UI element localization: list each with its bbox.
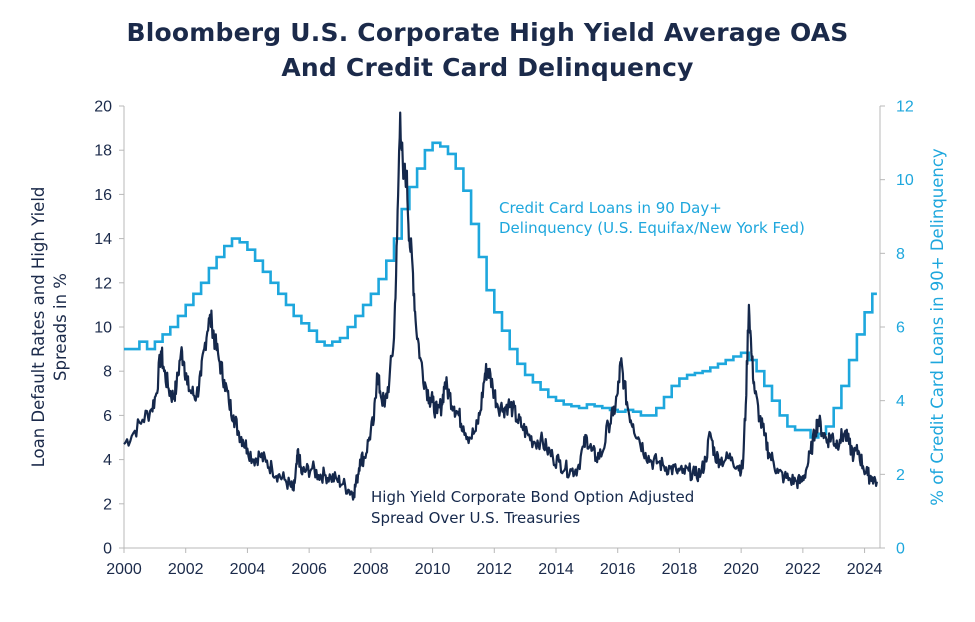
x-tick-label: 2000 bbox=[106, 561, 142, 578]
labels-layer: Loan Default Rates and High Yield Spread… bbox=[29, 148, 947, 527]
credit-card-delinquency-line bbox=[124, 141, 877, 439]
right-y-tick-label: 10 bbox=[896, 172, 914, 189]
left-y-tick-label: 18 bbox=[94, 143, 112, 160]
x-tick-label: 2024 bbox=[847, 561, 883, 578]
left-y-tick-label: 10 bbox=[94, 320, 112, 337]
left-y-tick-label: 20 bbox=[94, 99, 112, 116]
x-tick-label: 2002 bbox=[168, 561, 204, 578]
chart-title-line-1: Bloomberg U.S. Corporate High Yield Aver… bbox=[126, 18, 849, 47]
right-y-tick-label: 2 bbox=[896, 467, 905, 484]
x-tick-label: 2018 bbox=[662, 561, 698, 578]
hy-series-annotation-line-2: Spread Over U.S. Treasuries bbox=[371, 509, 580, 527]
cc-series-annotation-line-2: Delinquency (U.S. Equifax/New York Fed) bbox=[499, 219, 805, 237]
left-y-tick-label: 12 bbox=[94, 275, 112, 292]
x-tick-label: 2014 bbox=[538, 561, 574, 578]
series-layer bbox=[123, 111, 878, 501]
right-y-tick-label: 12 bbox=[896, 99, 914, 116]
x-tick-label: 2016 bbox=[600, 561, 636, 578]
x-tick-label: 2012 bbox=[476, 561, 512, 578]
right-y-tick-label: 0 bbox=[896, 541, 905, 558]
left-y-tick-label: 8 bbox=[103, 364, 112, 381]
left-y-tick-label: 16 bbox=[94, 187, 112, 204]
left-y-tick-label: 2 bbox=[103, 496, 112, 513]
x-tick-label: 2008 bbox=[353, 561, 389, 578]
left-y-tick-label: 4 bbox=[103, 452, 112, 469]
right-y-tick-label: 6 bbox=[896, 320, 905, 337]
x-tick-label: 2006 bbox=[291, 561, 327, 578]
x-tick-label: 2010 bbox=[415, 561, 451, 578]
high-yield-oas-line bbox=[123, 111, 878, 501]
axes: 2000 2002 2004 2006 2008 2010 2012 2014 2016 2018… bbox=[94, 99, 914, 579]
left-y-tick-label: 0 bbox=[103, 541, 112, 558]
x-tick-label: 2022 bbox=[785, 561, 821, 578]
hy-series-annotation-line-1: High Yield Corporate Bond Option Adjuste… bbox=[371, 488, 694, 506]
right-y-tick-label: 8 bbox=[896, 246, 905, 263]
left-y-tick-label: 6 bbox=[103, 408, 112, 425]
left-axis-label-line-2: Spreads in % bbox=[51, 273, 70, 381]
x-tick-label: 2004 bbox=[230, 561, 266, 578]
cc-series-annotation-line-1: Credit Card Loans in 90 Day+ bbox=[499, 199, 722, 217]
left-axis-label-line-1: Loan Default Rates and High Yield bbox=[29, 187, 48, 468]
right-y-tick-label: 4 bbox=[896, 393, 905, 410]
chart-title-line-2: And Credit Card Delinquency bbox=[281, 53, 694, 82]
left-y-tick-label: 14 bbox=[94, 231, 112, 248]
right-axis-label: % of Credit Card Loans in 90+ Delinquenc… bbox=[928, 148, 947, 506]
x-tick-label: 2020 bbox=[723, 561, 759, 578]
